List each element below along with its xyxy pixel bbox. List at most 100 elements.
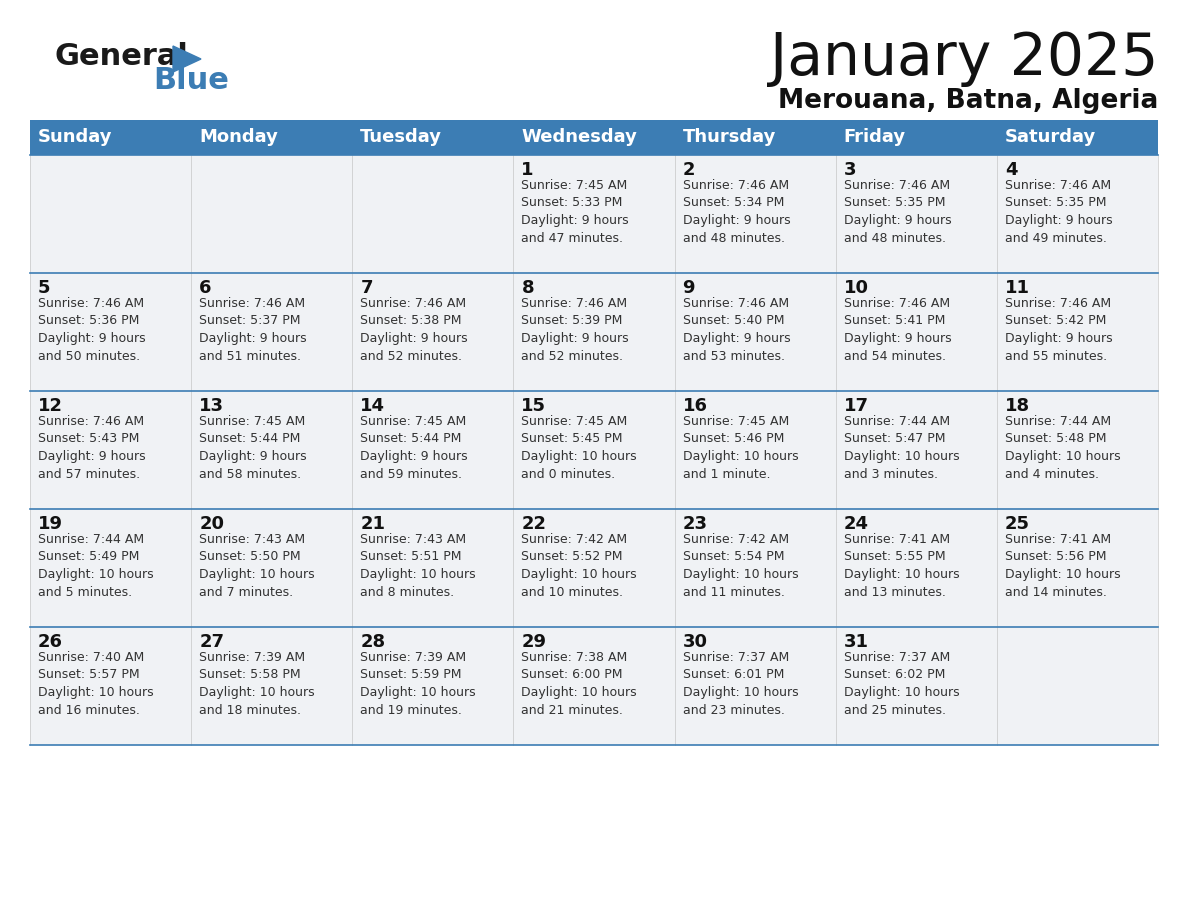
Text: Tuesday: Tuesday	[360, 129, 442, 147]
Text: 4: 4	[1005, 161, 1017, 179]
Text: Sunrise: 7:46 AM
Sunset: 5:34 PM
Daylight: 9 hours
and 48 minutes.: Sunrise: 7:46 AM Sunset: 5:34 PM Dayligh…	[683, 179, 790, 244]
Bar	[675, 391, 835, 509]
Bar	[191, 627, 353, 745]
Text: 12: 12	[38, 397, 63, 415]
Text: Friday: Friday	[843, 129, 905, 147]
Text: Sunrise: 7:44 AM
Sunset: 5:48 PM
Daylight: 10 hours
and 4 minutes.: Sunrise: 7:44 AM Sunset: 5:48 PM Dayligh…	[1005, 415, 1120, 480]
Text: Sunrise: 7:45 AM
Sunset: 5:44 PM
Daylight: 9 hours
and 58 minutes.: Sunrise: 7:45 AM Sunset: 5:44 PM Dayligh…	[200, 415, 307, 480]
Bar	[30, 391, 191, 509]
Text: Sunrise: 7:46 AM
Sunset: 5:42 PM
Daylight: 9 hours
and 55 minutes.: Sunrise: 7:46 AM Sunset: 5:42 PM Dayligh…	[1005, 297, 1112, 363]
Bar	[513, 120, 675, 155]
Text: Sunrise: 7:42 AM
Sunset: 5:54 PM
Daylight: 10 hours
and 11 minutes.: Sunrise: 7:42 AM Sunset: 5:54 PM Dayligh…	[683, 533, 798, 599]
Bar	[30, 509, 191, 627]
Text: Sunrise: 7:46 AM
Sunset: 5:38 PM
Daylight: 9 hours
and 52 minutes.: Sunrise: 7:46 AM Sunset: 5:38 PM Dayligh…	[360, 297, 468, 363]
Bar	[513, 509, 675, 627]
Bar	[353, 155, 513, 273]
Text: January 2025: January 2025	[770, 30, 1158, 87]
Bar	[191, 120, 353, 155]
Bar	[353, 273, 513, 391]
Text: 23: 23	[683, 515, 708, 533]
Text: 13: 13	[200, 397, 225, 415]
Text: 26: 26	[38, 633, 63, 651]
Bar	[997, 155, 1158, 273]
Bar	[835, 391, 997, 509]
Bar	[30, 120, 191, 155]
Bar	[513, 391, 675, 509]
Text: 29: 29	[522, 633, 546, 651]
Text: Sunrise: 7:45 AM
Sunset: 5:33 PM
Daylight: 9 hours
and 47 minutes.: Sunrise: 7:45 AM Sunset: 5:33 PM Dayligh…	[522, 179, 630, 244]
Text: Sunrise: 7:46 AM
Sunset: 5:41 PM
Daylight: 9 hours
and 54 minutes.: Sunrise: 7:46 AM Sunset: 5:41 PM Dayligh…	[843, 297, 952, 363]
Text: 15: 15	[522, 397, 546, 415]
Text: 14: 14	[360, 397, 385, 415]
Text: Sunrise: 7:40 AM
Sunset: 5:57 PM
Daylight: 10 hours
and 16 minutes.: Sunrise: 7:40 AM Sunset: 5:57 PM Dayligh…	[38, 651, 153, 717]
Text: Sunrise: 7:45 AM
Sunset: 5:44 PM
Daylight: 9 hours
and 59 minutes.: Sunrise: 7:45 AM Sunset: 5:44 PM Dayligh…	[360, 415, 468, 480]
Bar	[675, 509, 835, 627]
Text: 6: 6	[200, 279, 211, 297]
Bar	[513, 273, 675, 391]
Text: Sunrise: 7:41 AM
Sunset: 5:56 PM
Daylight: 10 hours
and 14 minutes.: Sunrise: 7:41 AM Sunset: 5:56 PM Dayligh…	[1005, 533, 1120, 599]
Bar	[675, 273, 835, 391]
Text: Sunrise: 7:46 AM
Sunset: 5:36 PM
Daylight: 9 hours
and 50 minutes.: Sunrise: 7:46 AM Sunset: 5:36 PM Dayligh…	[38, 297, 146, 363]
Bar	[30, 155, 191, 273]
Text: Sunrise: 7:43 AM
Sunset: 5:50 PM
Daylight: 10 hours
and 7 minutes.: Sunrise: 7:43 AM Sunset: 5:50 PM Dayligh…	[200, 533, 315, 599]
Bar	[675, 627, 835, 745]
Bar	[997, 120, 1158, 155]
Text: Sunrise: 7:37 AM
Sunset: 6:01 PM
Daylight: 10 hours
and 23 minutes.: Sunrise: 7:37 AM Sunset: 6:01 PM Dayligh…	[683, 651, 798, 717]
Text: Sunrise: 7:46 AM
Sunset: 5:43 PM
Daylight: 9 hours
and 57 minutes.: Sunrise: 7:46 AM Sunset: 5:43 PM Dayligh…	[38, 415, 146, 480]
Bar	[835, 509, 997, 627]
Text: Sunrise: 7:43 AM
Sunset: 5:51 PM
Daylight: 10 hours
and 8 minutes.: Sunrise: 7:43 AM Sunset: 5:51 PM Dayligh…	[360, 533, 476, 599]
Bar	[835, 627, 997, 745]
Text: Sunrise: 7:45 AM
Sunset: 5:45 PM
Daylight: 10 hours
and 0 minutes.: Sunrise: 7:45 AM Sunset: 5:45 PM Dayligh…	[522, 415, 637, 480]
Text: 19: 19	[38, 515, 63, 533]
Text: General: General	[55, 42, 189, 71]
Bar	[997, 391, 1158, 509]
Text: Sunrise: 7:46 AM
Sunset: 5:39 PM
Daylight: 9 hours
and 52 minutes.: Sunrise: 7:46 AM Sunset: 5:39 PM Dayligh…	[522, 297, 630, 363]
Text: 5: 5	[38, 279, 51, 297]
Bar	[191, 155, 353, 273]
Bar	[997, 627, 1158, 745]
Text: Sunrise: 7:42 AM
Sunset: 5:52 PM
Daylight: 10 hours
and 10 minutes.: Sunrise: 7:42 AM Sunset: 5:52 PM Dayligh…	[522, 533, 637, 599]
Bar	[835, 273, 997, 391]
Text: 31: 31	[843, 633, 868, 651]
Text: Merouana, Batna, Algeria: Merouana, Batna, Algeria	[778, 88, 1158, 114]
Bar	[675, 155, 835, 273]
Bar	[513, 155, 675, 273]
Text: 7: 7	[360, 279, 373, 297]
Polygon shape	[173, 46, 201, 72]
Text: Thursday: Thursday	[683, 129, 776, 147]
Text: 10: 10	[843, 279, 868, 297]
Bar	[835, 155, 997, 273]
Bar	[997, 273, 1158, 391]
Bar	[30, 273, 191, 391]
Text: Sunday: Sunday	[38, 129, 113, 147]
Text: 1: 1	[522, 161, 533, 179]
Bar	[353, 120, 513, 155]
Text: 18: 18	[1005, 397, 1030, 415]
Text: Wednesday: Wednesday	[522, 129, 637, 147]
Text: Sunrise: 7:44 AM
Sunset: 5:47 PM
Daylight: 10 hours
and 3 minutes.: Sunrise: 7:44 AM Sunset: 5:47 PM Dayligh…	[843, 415, 960, 480]
Text: 16: 16	[683, 397, 708, 415]
Text: 28: 28	[360, 633, 385, 651]
Text: 17: 17	[843, 397, 868, 415]
Text: Saturday: Saturday	[1005, 129, 1097, 147]
Text: 2: 2	[683, 161, 695, 179]
Text: Sunrise: 7:45 AM
Sunset: 5:46 PM
Daylight: 10 hours
and 1 minute.: Sunrise: 7:45 AM Sunset: 5:46 PM Dayligh…	[683, 415, 798, 480]
Text: 22: 22	[522, 515, 546, 533]
Bar	[191, 273, 353, 391]
Bar	[353, 509, 513, 627]
Text: Sunrise: 7:37 AM
Sunset: 6:02 PM
Daylight: 10 hours
and 25 minutes.: Sunrise: 7:37 AM Sunset: 6:02 PM Dayligh…	[843, 651, 960, 717]
Text: Sunrise: 7:46 AM
Sunset: 5:37 PM
Daylight: 9 hours
and 51 minutes.: Sunrise: 7:46 AM Sunset: 5:37 PM Dayligh…	[200, 297, 307, 363]
Text: Blue: Blue	[153, 66, 229, 95]
Text: Sunrise: 7:44 AM
Sunset: 5:49 PM
Daylight: 10 hours
and 5 minutes.: Sunrise: 7:44 AM Sunset: 5:49 PM Dayligh…	[38, 533, 153, 599]
Bar	[191, 391, 353, 509]
Text: 21: 21	[360, 515, 385, 533]
Text: 20: 20	[200, 515, 225, 533]
Text: Sunrise: 7:39 AM
Sunset: 5:59 PM
Daylight: 10 hours
and 19 minutes.: Sunrise: 7:39 AM Sunset: 5:59 PM Dayligh…	[360, 651, 476, 717]
Text: 8: 8	[522, 279, 535, 297]
Bar	[353, 391, 513, 509]
Bar	[353, 627, 513, 745]
Text: 27: 27	[200, 633, 225, 651]
Bar	[191, 509, 353, 627]
Text: 11: 11	[1005, 279, 1030, 297]
Bar	[997, 509, 1158, 627]
